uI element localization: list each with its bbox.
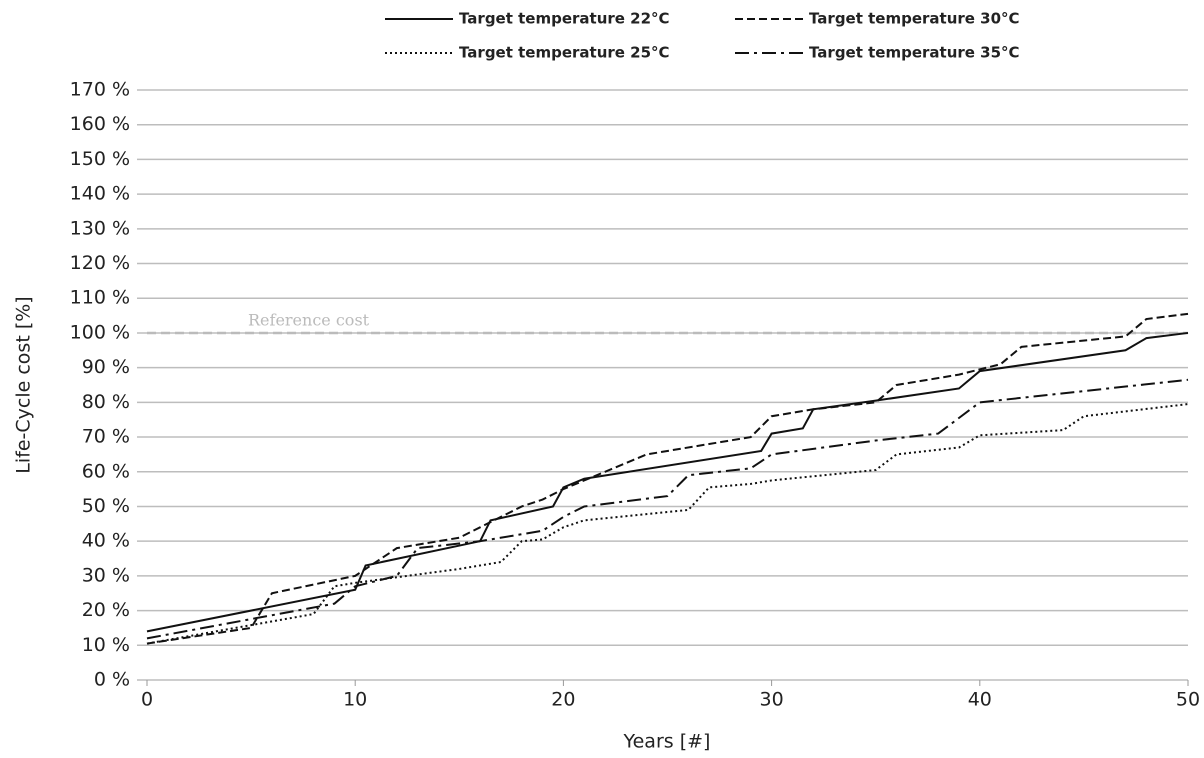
legend-label: Target temperature 22°C — [459, 10, 670, 28]
y-tick-label: 50 % — [82, 495, 130, 517]
y-tick-label: 120 % — [70, 252, 130, 274]
y-tick-label: 160 % — [70, 113, 130, 135]
y-tick-label: 70 % — [82, 426, 130, 448]
x-axis-label: Years [#] — [623, 731, 711, 753]
y-tick-label: 130 % — [70, 217, 130, 239]
x-tick-label: 10 — [343, 689, 367, 711]
series-line — [146, 331, 1189, 633]
y-tick-label: 150 % — [70, 148, 130, 170]
y-tick-label: 100 % — [70, 321, 130, 343]
x-tick-label: 20 — [551, 689, 575, 711]
legend-label: Target temperature 35°C — [809, 44, 1020, 62]
y-tick-label: 80 % — [82, 391, 130, 413]
series-line — [146, 312, 1189, 645]
y-tick-label: 170 % — [70, 79, 130, 101]
y-tick-label: 0 % — [94, 669, 130, 691]
y-tick-label: 20 % — [82, 599, 130, 621]
y-axis-label: Life-Cycle cost [%] — [13, 296, 35, 473]
series-line — [146, 378, 1189, 640]
reference-label: Reference cost — [248, 310, 370, 329]
y-tick-label: 90 % — [82, 356, 130, 378]
y-tick-label: 110 % — [70, 287, 130, 309]
y-tick-label: 30 % — [82, 564, 130, 586]
x-tick-label: 0 — [141, 689, 153, 711]
legend-label: Target temperature 25°C — [459, 44, 670, 62]
x-tick-label: 50 — [1176, 689, 1200, 711]
y-tick-label: 40 % — [82, 530, 130, 552]
series-line — [146, 403, 1189, 645]
y-tick-label: 10 % — [82, 634, 130, 656]
legend-label: Target temperature 30°C — [809, 10, 1020, 28]
x-tick-label: 30 — [760, 689, 784, 711]
y-tick-label: 140 % — [70, 183, 130, 205]
y-tick-label: 60 % — [82, 460, 130, 482]
x-tick-label: 40 — [968, 689, 992, 711]
